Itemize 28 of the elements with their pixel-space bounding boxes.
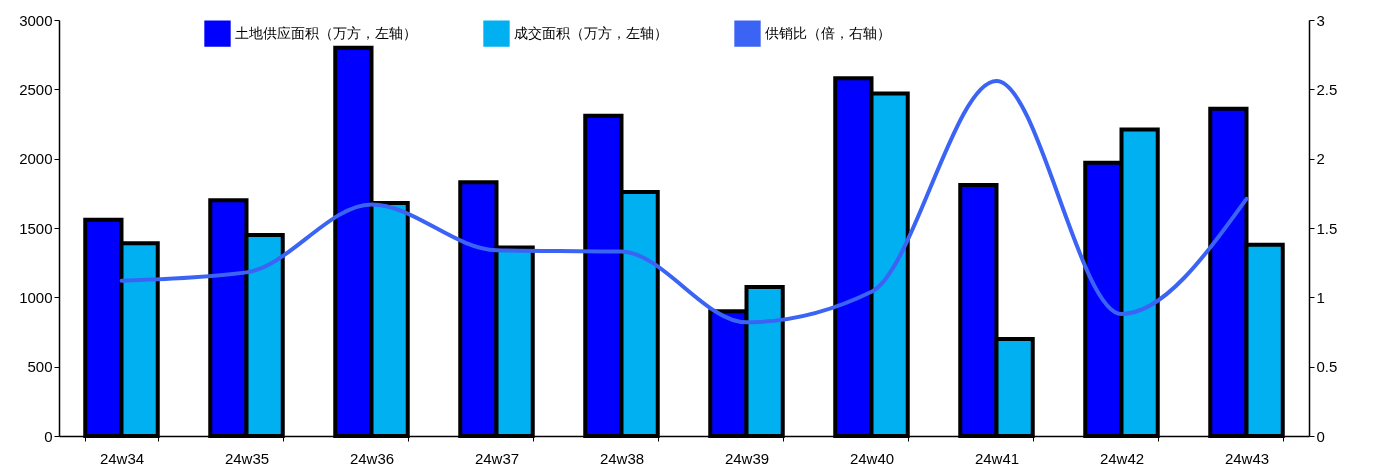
y-tick-label: 0 [44, 427, 53, 445]
line-series [119, 79, 1249, 325]
x-tick-label: 24w43 [1224, 449, 1270, 466]
x-tick-label: 24w34 [99, 449, 145, 466]
y2-tick-label: 0 [1316, 427, 1325, 445]
x-tick-label: 24w40 [849, 449, 895, 466]
y2-tick-label: 2 [1316, 150, 1325, 168]
x-tick-label: 24w36 [349, 449, 395, 466]
x-tick-label: 24w42 [1099, 449, 1145, 466]
y2-tick-label: 1 [1316, 288, 1325, 306]
x-tick-label: 24w37 [474, 449, 520, 466]
legend-label: 土地供应面积（万方，左轴） [235, 24, 417, 41]
y-tick-label: 1000 [19, 288, 53, 306]
y2-tick-label: 3 [1316, 11, 1325, 29]
x-tick-label: 24w35 [224, 449, 270, 466]
legend-label: 供销比（倍，右轴） [765, 24, 891, 41]
y2-tick-label: 1.5 [1316, 219, 1338, 237]
y-tick-label: 500 [27, 358, 53, 376]
y2-tick-label: 0.5 [1316, 358, 1338, 376]
y-tick-label: 2000 [19, 150, 53, 168]
x-tick-label: 24w41 [974, 449, 1020, 466]
y2-tick-label: 2.5 [1316, 80, 1338, 98]
x-tick-label: 24w38 [599, 449, 645, 466]
legend-label: 成交面积（万方，左轴） [514, 24, 668, 41]
x-tick-label: 24w39 [724, 449, 770, 466]
y-tick-label: 1500 [19, 219, 53, 237]
y-tick-label: 2500 [19, 80, 53, 98]
y-tick-label: 3000 [19, 11, 53, 29]
